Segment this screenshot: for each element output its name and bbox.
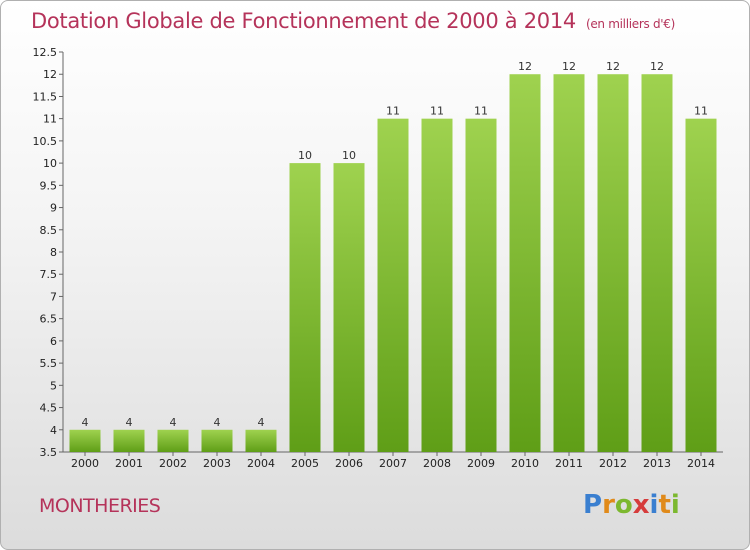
bar	[641, 74, 673, 452]
bar	[113, 429, 145, 452]
x-tick-label: 2013	[643, 457, 671, 470]
bar	[421, 118, 453, 453]
logo-letter: o	[614, 490, 633, 520]
bar-value-label: 4	[82, 416, 89, 429]
bar-value-label: 12	[518, 60, 532, 73]
y-tick-label: 12.5	[33, 46, 58, 59]
x-tick-label: 2005	[291, 457, 319, 470]
y-tick-label: 5	[50, 379, 57, 392]
bar	[465, 118, 497, 453]
chart-axes: 3.5 4 4.5 5 5.5 6 6.5 7 7.5 8 8.5 9 9.5 10 10.5 11 11.5 1…	[33, 46, 723, 459]
x-tick-label: 2002	[159, 457, 187, 470]
bar-value-label: 4	[126, 416, 133, 429]
bar-value-label: 11	[430, 105, 444, 118]
bar-value-label: 4	[258, 416, 265, 429]
proxiti-logo: Proxiti	[583, 490, 680, 520]
bar-value-label: 4	[214, 416, 221, 429]
bar	[597, 74, 629, 452]
y-tick-label: 10	[43, 157, 57, 170]
x-tick-label: 2001	[115, 457, 143, 470]
bar-value-label: 11	[386, 105, 400, 118]
bar-value-label: 11	[474, 105, 488, 118]
bar	[377, 118, 409, 453]
bar	[69, 429, 101, 452]
x-tick-label: 2004	[247, 457, 275, 470]
y-tick-label: 12	[43, 68, 57, 81]
x-tick-label: 2012	[599, 457, 627, 470]
bar	[289, 163, 321, 452]
bar	[201, 429, 233, 452]
bar	[685, 118, 717, 453]
x-tick-label: 2011	[555, 457, 583, 470]
bar-value-label: 10	[298, 149, 312, 162]
logo-letter: r	[602, 490, 615, 520]
bar-value-label: 12	[650, 60, 664, 73]
y-tick-label: 3.5	[40, 446, 58, 459]
bar-value-label: 4	[170, 416, 177, 429]
bar-value-label: 10	[342, 149, 356, 162]
x-tick-label: 2014	[687, 457, 715, 470]
x-tick-label: 2008	[423, 457, 451, 470]
y-tick-label: 6.5	[40, 313, 58, 326]
y-tick-label: 9	[50, 202, 57, 215]
logo-letter: x	[632, 490, 650, 520]
y-tick-label: 11	[43, 113, 57, 126]
chart-title-text: Dotation Globale de Fonctionnement de 20…	[31, 9, 576, 33]
logo-letter: P	[583, 490, 603, 520]
chart-title: Dotation Globale de Fonctionnement de 20…	[31, 9, 675, 33]
x-tick-label: 2003	[203, 457, 231, 470]
y-tick-label: 11.5	[33, 90, 58, 103]
x-tick-label: 2007	[379, 457, 407, 470]
y-tick-label: 6	[50, 335, 57, 348]
y-tick-label: 4	[50, 424, 57, 437]
y-tick-label: 4.5	[40, 402, 58, 415]
chart-bars	[69, 74, 717, 453]
logo-letter: i	[649, 490, 659, 520]
x-tick-label: 2009	[467, 457, 495, 470]
y-tick-label: 7.5	[40, 268, 58, 281]
y-tick-label: 5.5	[40, 357, 58, 370]
town-name: MONTHERIES	[39, 495, 161, 517]
logo-letter: t	[658, 490, 671, 520]
y-tick-label: 9.5	[40, 179, 58, 192]
y-tick-label: 10.5	[33, 135, 58, 148]
bar	[509, 74, 541, 452]
bar-value-label: 11	[694, 105, 708, 118]
bar-value-label: 12	[562, 60, 576, 73]
x-tick-label: 2010	[511, 457, 539, 470]
bar	[245, 429, 277, 452]
bar	[157, 429, 189, 452]
bar	[553, 74, 585, 452]
logo-letter: i	[670, 490, 680, 520]
unit-label: (en milliers d'€)	[585, 17, 675, 31]
y-tick-label: 8.5	[40, 224, 58, 237]
x-tick-label: 2000	[71, 457, 99, 470]
y-tick-label: 8	[50, 246, 57, 259]
x-tick-label: 2006	[335, 457, 363, 470]
bar-value-label: 12	[606, 60, 620, 73]
bar	[333, 163, 365, 452]
chart-labels: 4 2000 4 2001 4 2002 4 2003 4 2004 10 2005 10 2006 11 2…	[71, 60, 715, 470]
y-tick-label: 7	[50, 290, 57, 303]
